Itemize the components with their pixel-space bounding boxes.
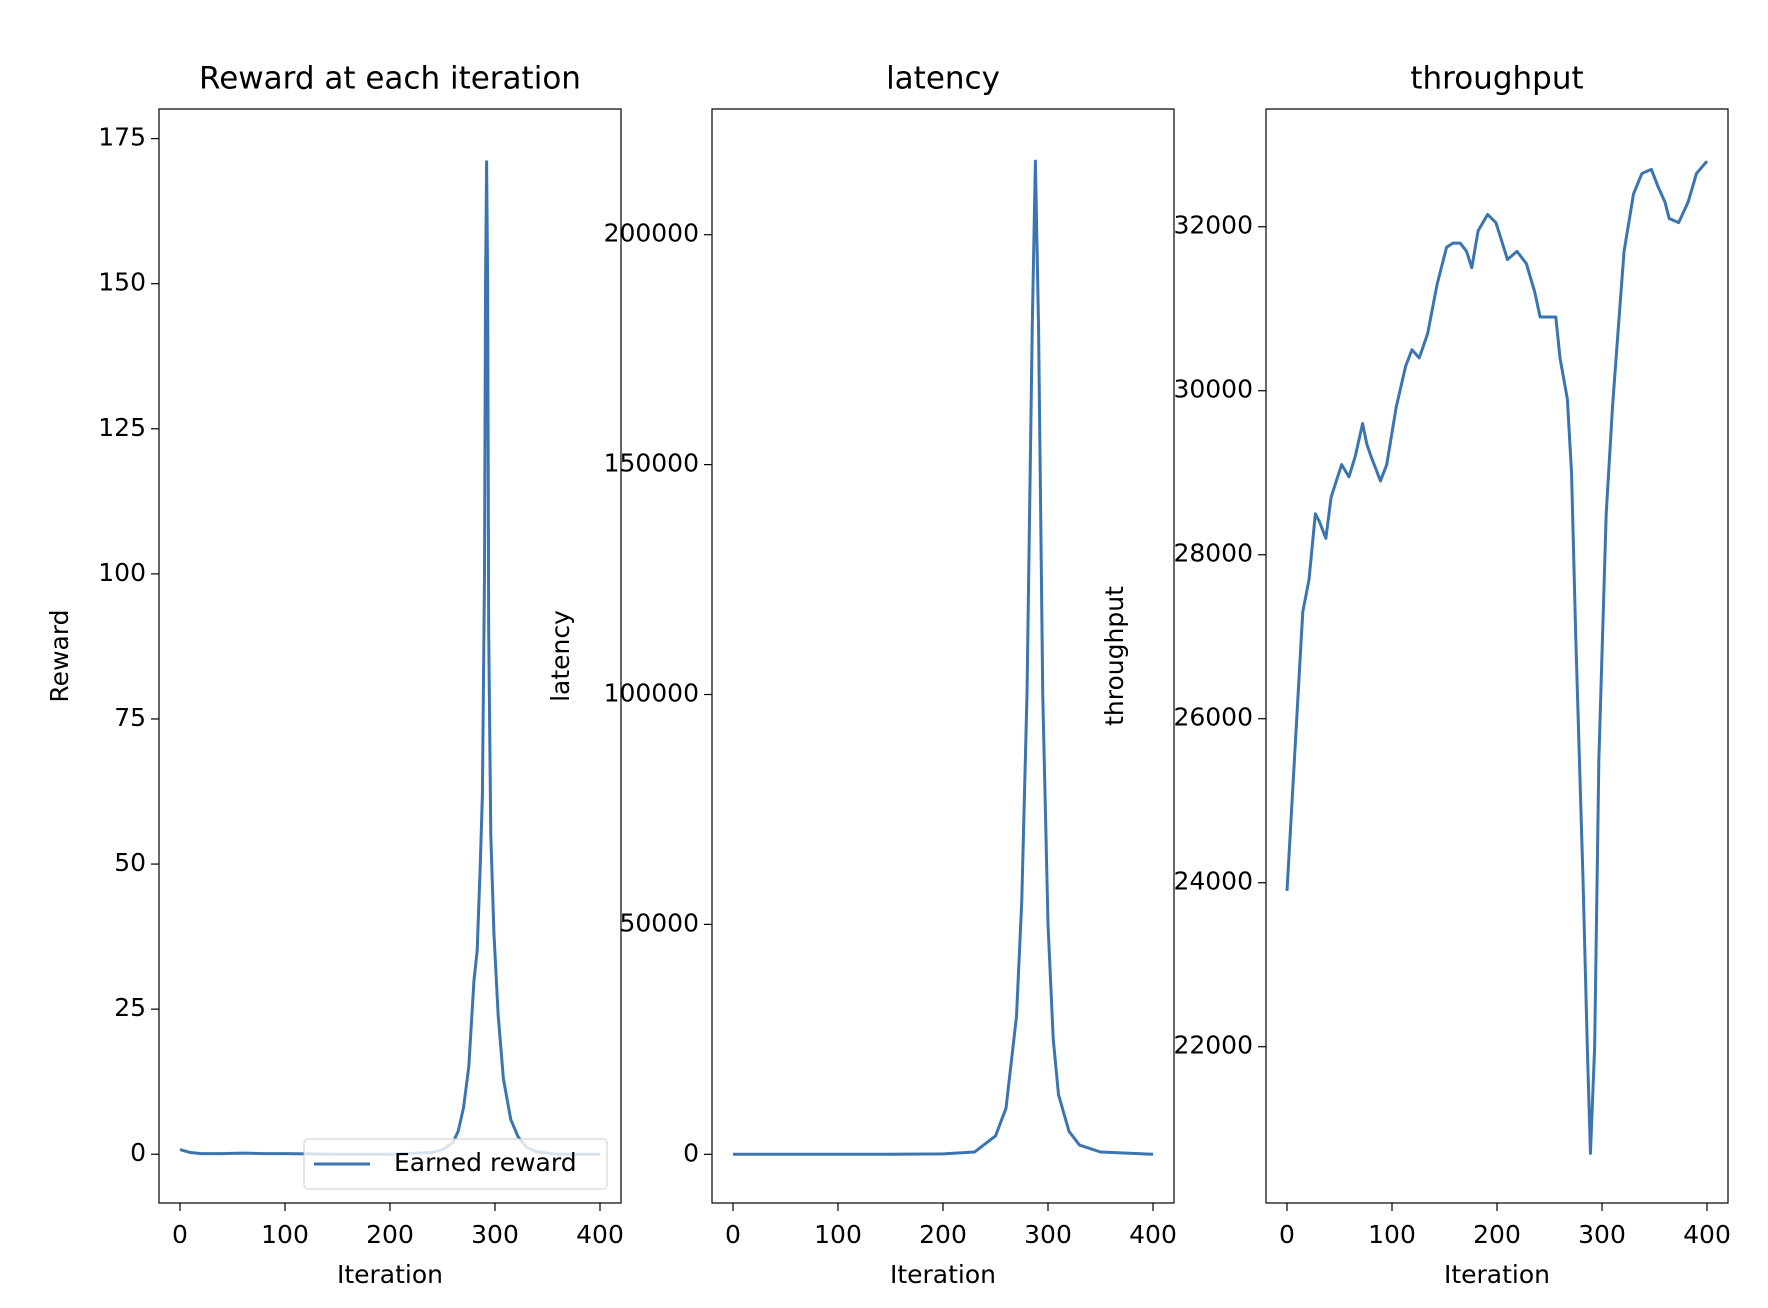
- y-tick-label: 28000: [1173, 539, 1253, 568]
- x-tick-label: 0: [1279, 1220, 1295, 1249]
- y-tick-label: 50000: [619, 908, 699, 937]
- x-tick-label: 400: [1129, 1220, 1177, 1249]
- legend-box: [303, 1138, 608, 1190]
- y-axis-label: Reward: [45, 609, 74, 702]
- chart-title: Reward at each iteration: [199, 61, 581, 97]
- y-tick-label: 150000: [604, 449, 699, 478]
- y-tick-label: 30000: [1173, 375, 1253, 404]
- y-tick-label: 0: [683, 1138, 699, 1167]
- x-tick-label: 100: [1368, 1220, 1416, 1249]
- subplot: Reward at each iteration 0 100 200 300 400 0 25…: [45, 61, 624, 1290]
- x-tick-label: 200: [366, 1220, 414, 1249]
- x-tick-label: 200: [1473, 1220, 1521, 1249]
- x-axis-label: Iteration: [337, 1260, 443, 1289]
- line: [179, 160, 600, 1156]
- x-axis-label: Iteration: [1444, 1260, 1550, 1289]
- y-tick-label: 200000: [604, 219, 699, 248]
- x-tick-label: 300: [471, 1220, 519, 1249]
- y-tick-label: 25: [114, 993, 146, 1022]
- x-tick-label: 300: [1578, 1220, 1626, 1249]
- legend-label: Earned reward: [394, 1148, 577, 1177]
- x-axis-label: Iteration: [890, 1260, 996, 1289]
- y-tick-label: 100: [98, 558, 146, 587]
- line: [1285, 160, 1709, 1155]
- y-tick-label: 22000: [1173, 1031, 1253, 1060]
- axes-frame: [158, 108, 622, 1204]
- y-tick-label: 75: [114, 703, 146, 732]
- x-tick-label: 0: [725, 1220, 741, 1249]
- chart-title: latency: [886, 61, 1000, 97]
- y-tick-label: 26000: [1173, 703, 1253, 732]
- y-axis-label: latency: [546, 610, 575, 702]
- x-tick-label: 400: [1683, 1220, 1731, 1249]
- x-tick-label: 100: [261, 1220, 309, 1249]
- y-tick-label: 125: [98, 413, 146, 442]
- subplot: throughput 0 100 200 300 400 22000 24000 26000 28…: [1100, 61, 1731, 1290]
- y-tick-label: 150: [98, 268, 146, 297]
- x-tick-label: 200: [919, 1220, 967, 1249]
- x-tick-label: 300: [1024, 1220, 1072, 1249]
- x-tick-label: 0: [172, 1220, 188, 1249]
- y-tick-label: 50: [114, 848, 146, 877]
- chart-title: throughput: [1410, 61, 1583, 97]
- y-tick-label: 24000: [1173, 867, 1253, 896]
- subplot: latency 0 100 200 300 400 0 50000 100000 150000 20…: [546, 61, 1177, 1290]
- y-tick-label: 100000: [604, 679, 699, 708]
- line: [733, 159, 1154, 1156]
- y-tick-label: 0: [130, 1138, 146, 1167]
- y-tick-label: 32000: [1173, 211, 1253, 240]
- axes-frame: [1265, 108, 1729, 1204]
- x-tick-label: 400: [576, 1220, 624, 1249]
- x-tick-label: 100: [814, 1220, 862, 1249]
- y-axis-label: throughput: [1100, 586, 1129, 726]
- axes-frame: [711, 108, 1175, 1204]
- y-tick-label: 175: [98, 123, 146, 152]
